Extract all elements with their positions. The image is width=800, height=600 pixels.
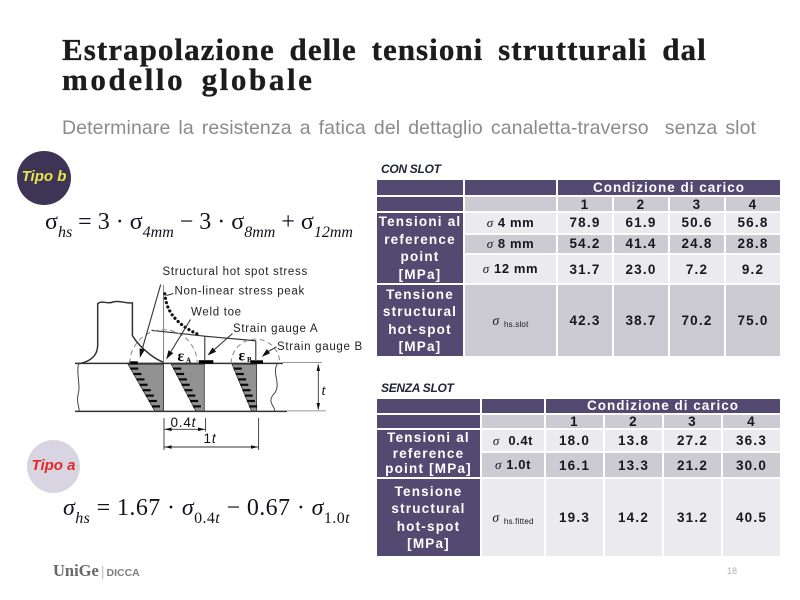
svg-text:Weld toe: Weld toe: [191, 307, 242, 319]
svg-text:Structural hot spot stress: Structural hot spot stress: [163, 266, 308, 278]
svg-text:ε: ε: [239, 348, 246, 365]
svg-text:ε: ε: [178, 348, 185, 365]
svg-text:1t: 1t: [204, 431, 217, 446]
svg-text:Strain gauge B: Strain gauge B: [277, 341, 363, 353]
svg-text:A: A: [186, 357, 191, 365]
svg-text:0.4t: 0.4t: [171, 415, 197, 430]
svg-text:t: t: [322, 383, 327, 399]
svg-text:Strain gauge A: Strain gauge A: [233, 323, 318, 335]
svg-text:B: B: [247, 356, 252, 364]
svg-text:Non-linear stress peak: Non-linear stress peak: [175, 286, 305, 298]
